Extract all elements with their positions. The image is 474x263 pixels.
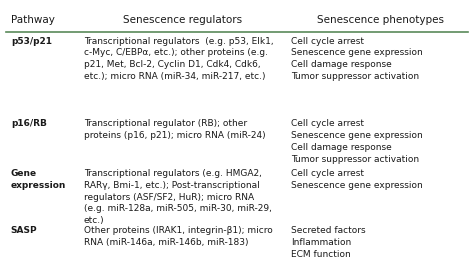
Text: Transcriptional regulators  (e.g. p53, Elk1,
c-Myc, C/EBPα, etc.); other protein: Transcriptional regulators (e.g. p53, El… [84,37,273,81]
Text: p16/RB: p16/RB [11,119,46,128]
Text: p53/p21: p53/p21 [11,37,52,45]
Text: SASP: SASP [11,226,37,235]
Text: Transcriptional regulators (e.g. HMGA2,
RARγ, Bmi-1, etc.); Post-transcriptional: Transcriptional regulators (e.g. HMGA2, … [84,169,272,225]
Text: Senescence regulators: Senescence regulators [123,15,242,25]
Text: Cell cycle arrest
Senescence gene expression: Cell cycle arrest Senescence gene expres… [291,169,423,190]
Text: Other proteins (IRAK1, integrin-β1); micro
RNA (miR-146a, miR-146b, miR-183): Other proteins (IRAK1, integrin-β1); mic… [84,226,273,247]
Text: Secreted factors
Inflammation
ECM function: Secreted factors Inflammation ECM functi… [291,226,366,259]
Text: Gene
expression: Gene expression [11,169,66,190]
Text: Cell cycle arrest
Senescence gene expression
Cell damage response
Tumor suppress: Cell cycle arrest Senescence gene expres… [291,119,423,164]
Text: Cell cycle arrest
Senescence gene expression
Cell damage response
Tumor suppress: Cell cycle arrest Senescence gene expres… [291,37,423,81]
Text: Pathway: Pathway [11,15,55,25]
Text: Transcriptional regulator (RB); other
proteins (p16, p21); micro RNA (miR-24): Transcriptional regulator (RB); other pr… [84,119,265,140]
Text: Senescence phenotypes: Senescence phenotypes [317,15,444,25]
